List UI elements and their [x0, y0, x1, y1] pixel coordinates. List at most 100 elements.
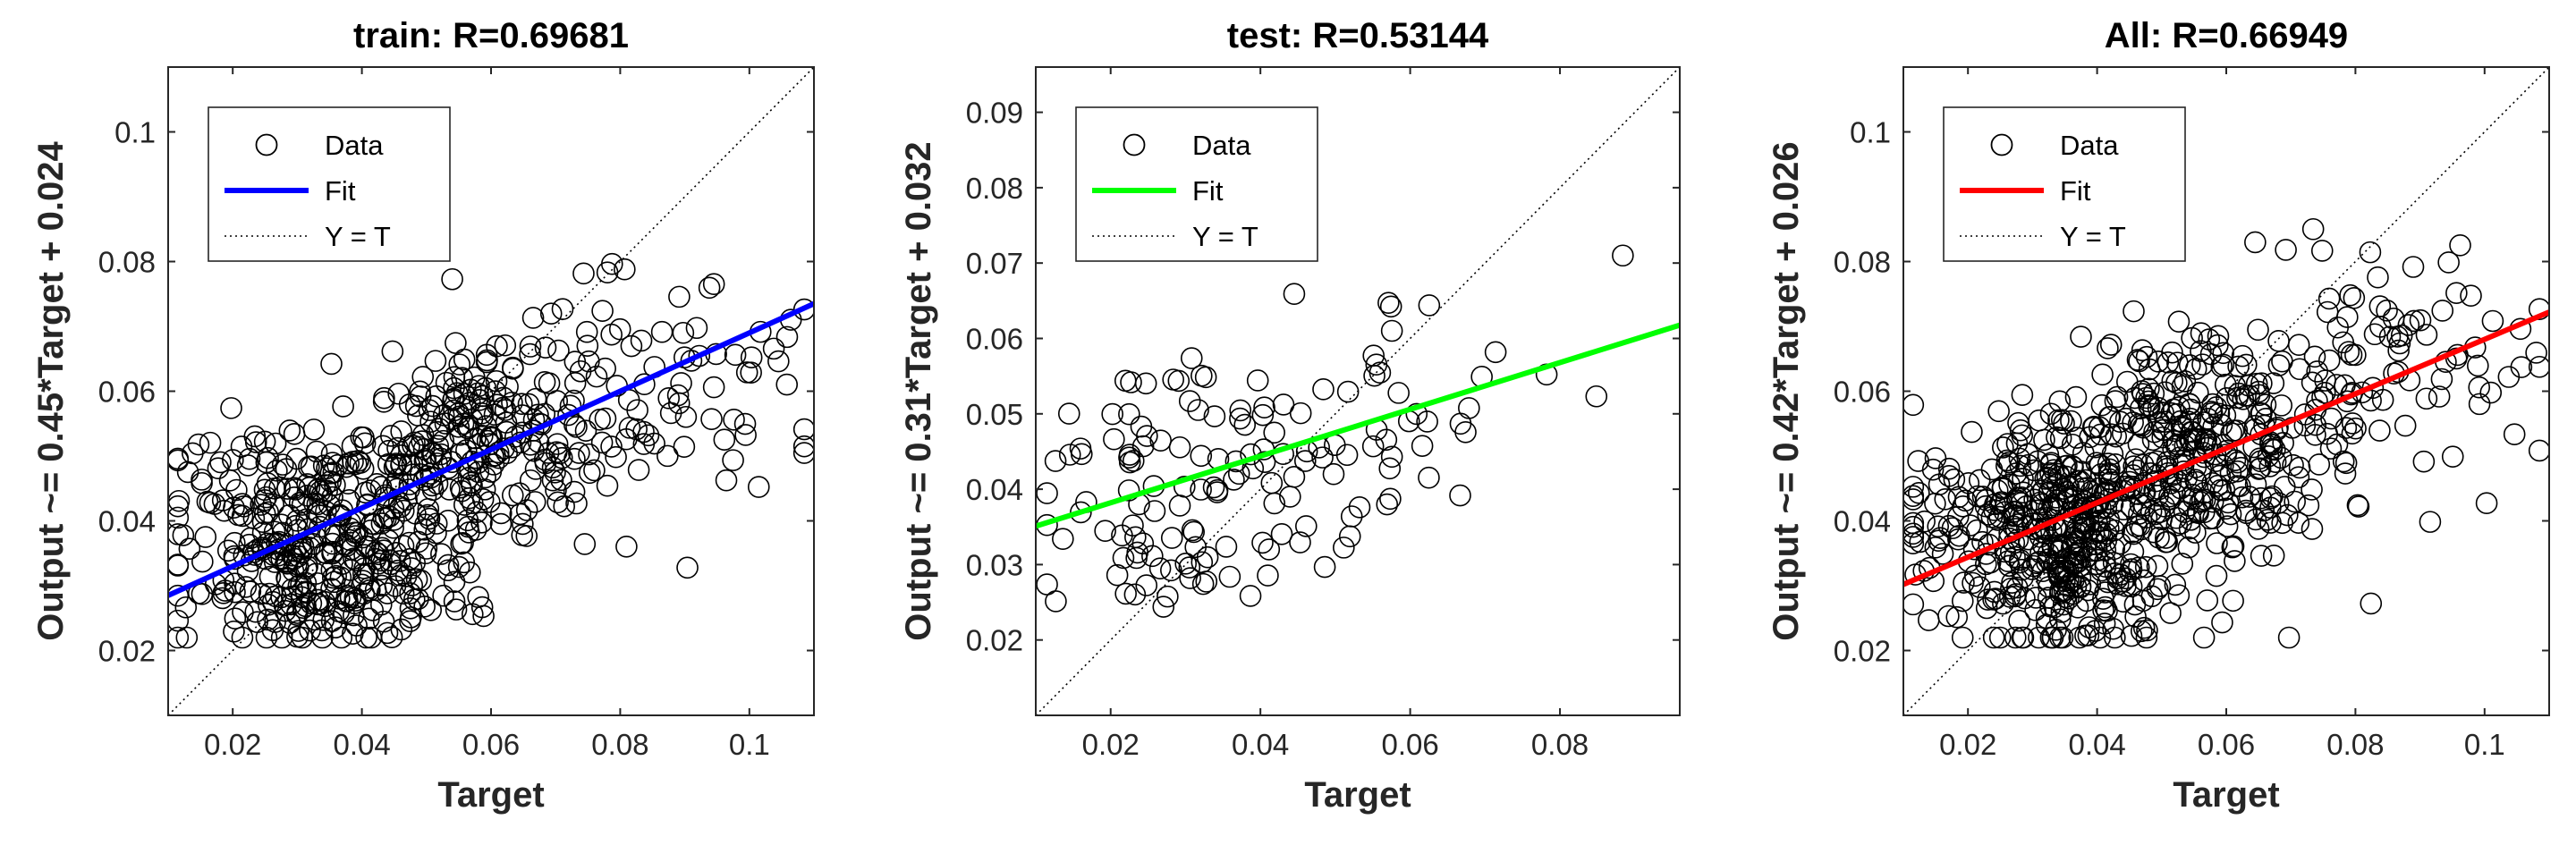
data-points [1903, 217, 2549, 649]
data-point [1123, 583, 1147, 606]
data-point [2409, 308, 2432, 332]
data-point [470, 398, 493, 420]
data-point [2319, 437, 2343, 460]
data-point [2137, 390, 2160, 413]
data-point [294, 581, 318, 604]
data-point [2262, 545, 2285, 567]
data-point [2028, 626, 2050, 649]
data-point [564, 447, 586, 470]
data-point [2449, 233, 2471, 257]
data-point [1375, 428, 1398, 452]
data-point [292, 596, 315, 620]
data-point [2301, 478, 2323, 501]
data-point [608, 317, 631, 341]
data-point [2415, 387, 2438, 410]
data-point [329, 566, 352, 588]
data-point [255, 626, 278, 649]
data-point [467, 586, 489, 608]
data-point [2041, 534, 2063, 556]
data-points [168, 252, 814, 649]
data-point [335, 535, 358, 557]
data-point [600, 435, 623, 458]
data-point [1251, 531, 1274, 554]
data-point [2261, 434, 2284, 456]
data-point [501, 484, 524, 507]
data-point [1191, 551, 1214, 574]
data-point [343, 604, 365, 627]
data-point [1937, 457, 1961, 480]
data-point [2135, 626, 2158, 649]
legend-label-fit: Fit [1192, 175, 1224, 207]
data-point [2017, 453, 2039, 477]
data-point [2210, 413, 2233, 436]
data-point [2064, 385, 2088, 409]
data-point [2308, 453, 2331, 476]
data-point [312, 454, 335, 477]
legend-box [208, 106, 451, 262]
data-point [1223, 469, 1245, 491]
data-point [168, 626, 190, 649]
data-point [596, 474, 619, 497]
data-point [1118, 402, 1140, 426]
data-point [2460, 284, 2482, 307]
data-point [330, 626, 353, 649]
data-point [191, 471, 213, 494]
data-point [2346, 494, 2369, 517]
data-point [1178, 390, 1201, 412]
data-point [2247, 318, 2269, 342]
data-point [1045, 590, 1067, 613]
data-point [1114, 369, 1137, 393]
data-point [1036, 573, 1058, 596]
data-point [548, 442, 572, 465]
data-point [258, 565, 282, 588]
data-point [2109, 563, 2132, 586]
data-point [1289, 531, 1311, 554]
data-point [2326, 374, 2348, 396]
data-point [2029, 482, 2052, 505]
data-point [2238, 385, 2261, 407]
data-point [2222, 535, 2245, 558]
data-point [1117, 479, 1140, 502]
data-point [2127, 433, 2150, 456]
data-point [723, 409, 745, 431]
data-point [1203, 405, 1226, 427]
data-point [2036, 466, 2059, 489]
data-point [369, 593, 393, 616]
data-point [2344, 417, 2367, 440]
data-point [2157, 351, 2180, 374]
data-point [1196, 545, 1219, 569]
data-point [2259, 486, 2282, 510]
data-point [471, 425, 494, 447]
data-point [414, 513, 436, 536]
data-point [568, 442, 590, 464]
data-point [2097, 337, 2119, 359]
fit-line [1903, 309, 2549, 587]
data-point [2036, 551, 2058, 574]
data-point [1908, 482, 1930, 504]
data-point [674, 405, 698, 428]
data-point [2301, 371, 2324, 394]
data-point [2131, 339, 2154, 362]
data-point [1283, 466, 1306, 488]
data-point [419, 598, 443, 621]
data-point [376, 621, 399, 645]
data-point [443, 376, 465, 400]
data-point [2159, 602, 2182, 624]
data-point [1178, 556, 1201, 579]
data-point [485, 369, 508, 393]
data-point [405, 568, 428, 591]
data-point [1982, 588, 2004, 611]
y-tick-label: 0.04 [98, 505, 156, 538]
chart-title: All: R=0.66949 [2105, 16, 2348, 55]
data-point [740, 346, 763, 369]
data-point [2226, 386, 2249, 410]
data-point [2131, 453, 2155, 477]
data-point [2441, 445, 2464, 468]
data-point [2120, 575, 2143, 598]
data-point [2068, 626, 2091, 649]
data-point [2003, 501, 2025, 523]
fit-line [1036, 322, 1680, 529]
data-point [174, 596, 198, 619]
data-point [1903, 488, 1925, 511]
data-point [637, 424, 660, 447]
